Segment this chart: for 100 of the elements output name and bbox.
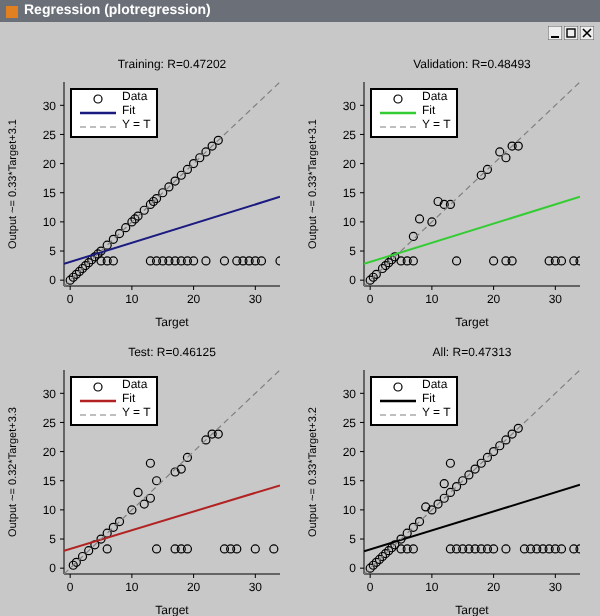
point xyxy=(250,256,260,266)
point xyxy=(114,516,125,527)
point xyxy=(439,479,449,489)
point xyxy=(108,256,118,266)
point xyxy=(219,256,230,266)
point xyxy=(219,544,230,554)
point xyxy=(201,256,211,266)
point xyxy=(427,505,437,515)
point xyxy=(269,544,279,554)
point xyxy=(151,476,162,486)
point xyxy=(414,516,425,527)
point xyxy=(102,240,112,250)
point xyxy=(421,502,431,512)
point xyxy=(170,176,180,186)
point xyxy=(232,256,242,266)
point xyxy=(213,135,223,145)
point xyxy=(402,528,412,538)
point xyxy=(238,256,248,266)
point xyxy=(501,435,511,445)
point xyxy=(464,544,474,554)
point xyxy=(556,544,567,554)
point xyxy=(121,223,131,233)
point xyxy=(451,256,462,266)
point xyxy=(402,256,412,266)
point xyxy=(476,458,486,468)
point xyxy=(513,423,523,433)
point xyxy=(439,493,449,503)
point xyxy=(507,256,517,266)
point xyxy=(133,487,143,497)
point xyxy=(145,458,155,468)
point xyxy=(145,199,155,209)
point xyxy=(250,544,260,554)
point xyxy=(501,544,511,554)
point xyxy=(569,256,579,266)
point xyxy=(207,141,217,151)
point xyxy=(427,217,437,227)
point xyxy=(256,256,267,266)
point xyxy=(201,435,211,445)
point xyxy=(176,544,186,554)
point xyxy=(170,467,180,477)
point xyxy=(244,256,254,266)
point xyxy=(470,544,480,554)
point xyxy=(433,499,443,509)
point xyxy=(476,544,486,554)
point xyxy=(377,263,388,274)
point xyxy=(102,528,112,538)
point xyxy=(102,544,112,554)
point xyxy=(476,170,486,180)
point xyxy=(544,256,554,266)
point xyxy=(158,256,168,266)
point xyxy=(164,182,174,192)
point xyxy=(445,199,455,209)
point xyxy=(182,256,193,266)
point xyxy=(207,429,217,439)
point xyxy=(170,256,180,266)
point xyxy=(402,544,412,554)
point xyxy=(464,470,474,480)
point xyxy=(170,544,180,554)
point xyxy=(439,199,449,209)
point xyxy=(90,540,100,550)
point xyxy=(538,544,548,554)
point xyxy=(396,256,406,266)
point xyxy=(433,196,443,207)
point xyxy=(451,544,462,554)
point xyxy=(526,544,536,554)
point xyxy=(513,141,523,151)
point xyxy=(108,522,118,532)
point xyxy=(482,544,493,554)
point xyxy=(507,141,517,151)
point xyxy=(445,544,455,554)
point xyxy=(445,458,455,468)
point xyxy=(96,534,106,544)
point xyxy=(145,493,155,503)
point xyxy=(139,205,149,215)
point xyxy=(201,147,211,157)
point xyxy=(182,544,193,554)
point xyxy=(482,452,493,463)
point xyxy=(550,544,560,554)
point xyxy=(164,256,174,266)
point xyxy=(182,452,193,463)
point xyxy=(544,544,554,554)
point xyxy=(569,544,579,554)
point xyxy=(501,256,511,266)
point xyxy=(96,256,106,266)
point xyxy=(408,256,418,266)
point xyxy=(408,522,418,532)
point xyxy=(408,231,418,242)
point xyxy=(470,464,480,474)
point xyxy=(176,256,186,266)
point xyxy=(151,256,162,266)
point xyxy=(458,544,468,554)
point xyxy=(102,256,112,266)
point xyxy=(556,256,567,266)
point xyxy=(532,544,542,554)
point xyxy=(151,544,162,554)
point xyxy=(445,487,455,497)
point xyxy=(84,546,94,556)
point xyxy=(501,153,511,163)
point xyxy=(451,481,462,492)
point xyxy=(550,256,560,266)
